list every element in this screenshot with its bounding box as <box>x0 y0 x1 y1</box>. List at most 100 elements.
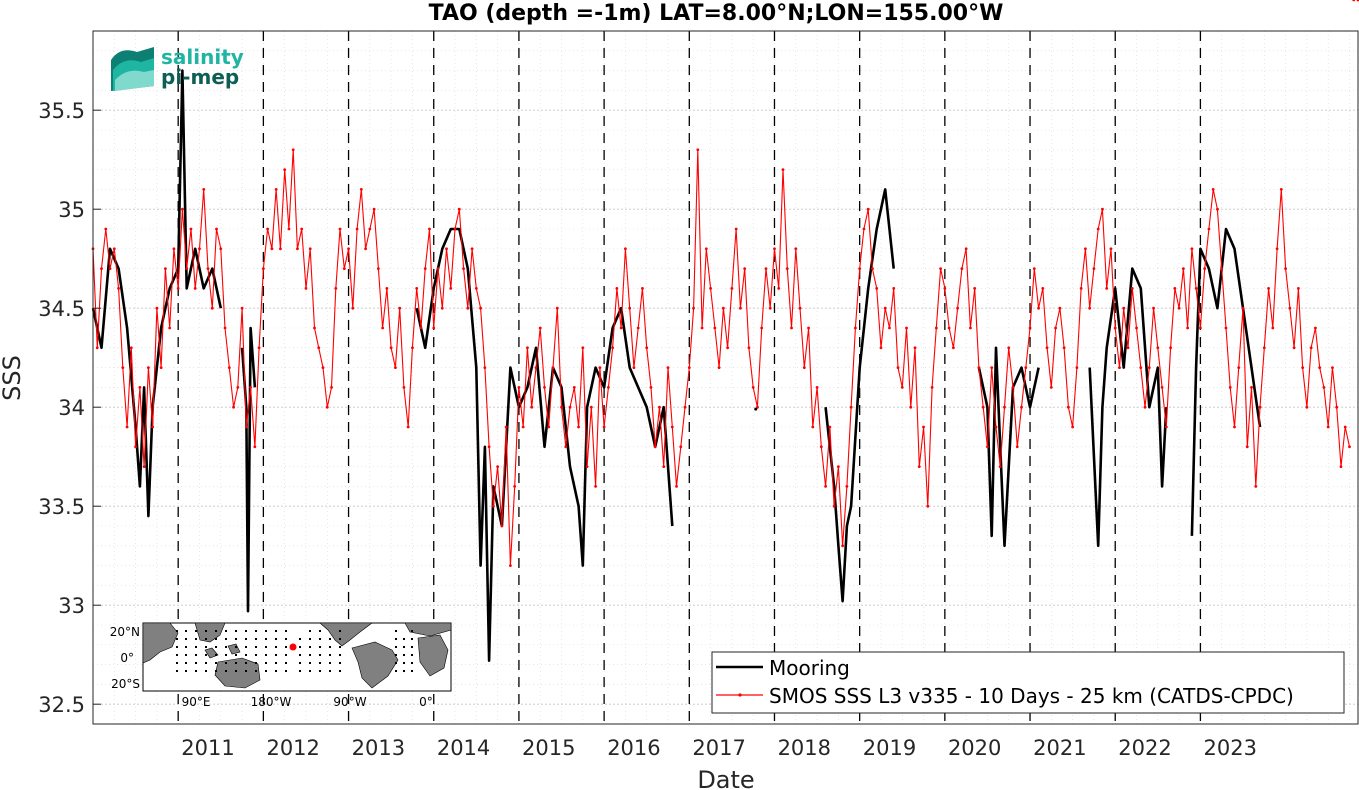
smos-point <box>1011 386 1015 389</box>
smos-point <box>811 425 815 429</box>
smos-point <box>283 168 287 172</box>
smos-point <box>1262 346 1266 350</box>
smos-point <box>721 306 725 310</box>
smos-point <box>836 465 840 468</box>
smos-point <box>560 405 563 409</box>
mooring-dot <box>309 654 311 656</box>
smos-point <box>1177 306 1181 310</box>
smos-point <box>1343 425 1347 429</box>
smos-point <box>440 306 444 310</box>
smos-point <box>462 267 465 270</box>
mooring-dot <box>255 654 257 656</box>
mooring-dot <box>329 662 331 664</box>
map-ocean <box>142 622 452 692</box>
mooring-dot <box>225 670 227 672</box>
smos-point <box>317 346 321 350</box>
smos-point <box>112 247 116 251</box>
smos-point <box>185 267 189 270</box>
smos-point <box>108 267 112 270</box>
y-tick-label: 35.5 <box>38 99 85 123</box>
mooring-dot <box>275 654 277 656</box>
x-tick-label: 2023 <box>1203 736 1256 760</box>
mooring-dot <box>411 646 413 648</box>
mooring-series-line <box>824 188 895 603</box>
y-axis-title: SSS <box>0 355 26 401</box>
smos-point <box>1169 346 1172 350</box>
mooring-dot <box>235 630 237 632</box>
smos-point <box>95 346 99 350</box>
smos-point <box>181 207 184 211</box>
smos-point <box>1356 0 1359 2</box>
mooring-dot <box>255 646 257 648</box>
smos-point <box>146 366 150 369</box>
smos-point <box>1318 366 1322 369</box>
x-tick-label: 2017 <box>692 736 745 760</box>
smos-point <box>964 247 968 251</box>
smos-point <box>794 247 798 251</box>
logo-line-2: pi-mep <box>161 65 239 89</box>
smos-point <box>1296 287 1300 290</box>
smos-point <box>1292 346 1296 350</box>
smos-point <box>926 504 930 508</box>
map-lat-label-south: 20°S <box>111 677 140 691</box>
mooring-dot <box>299 638 301 640</box>
smos-point <box>1254 485 1258 488</box>
smos-point <box>432 326 436 330</box>
smos-point <box>496 465 500 468</box>
mooring-dot <box>403 638 405 640</box>
mooring-dot <box>185 646 187 648</box>
smos-point <box>896 366 900 369</box>
smos-point <box>798 306 802 310</box>
mooring-dot <box>235 646 237 648</box>
mooring-dot <box>299 646 301 648</box>
smos-point <box>389 346 393 350</box>
smos-point <box>734 227 738 231</box>
smos-point <box>645 346 649 350</box>
year-divider-lines <box>177 31 1202 724</box>
smos-point <box>917 465 921 468</box>
mooring-dot <box>309 662 311 664</box>
smos-point <box>215 227 218 231</box>
map-land <box>142 622 452 689</box>
smos-point <box>683 405 687 409</box>
logo-line-1: salinity <box>161 45 244 69</box>
mooring-dot <box>299 670 301 672</box>
x-tick-label: 2014 <box>437 736 490 760</box>
smos-point <box>1143 405 1147 409</box>
smos-point <box>428 227 431 231</box>
smos-point <box>1241 306 1245 310</box>
smos-point <box>1339 465 1343 468</box>
smos-point <box>394 366 397 369</box>
mooring-dot <box>285 646 287 648</box>
smos-point <box>696 148 700 152</box>
mooring-dot <box>195 654 197 656</box>
smos-point <box>521 425 525 429</box>
mooring-dot <box>205 630 207 632</box>
smos-point <box>1084 247 1087 251</box>
mooring-dot <box>275 662 277 664</box>
smos-point <box>828 425 832 429</box>
mooring-dot <box>275 646 277 648</box>
smos-point <box>1322 386 1326 389</box>
smos-point <box>973 287 977 290</box>
smos-point <box>832 504 836 508</box>
smos-point <box>104 227 108 231</box>
smos-point <box>807 326 810 330</box>
mooring-dot <box>395 646 397 648</box>
smos-point <box>359 188 363 191</box>
smos-point <box>296 247 299 251</box>
mooring-dot <box>265 630 267 632</box>
smos-point <box>572 386 576 389</box>
smos-point <box>274 188 278 191</box>
smos-point <box>951 346 955 350</box>
smos-point <box>764 267 768 270</box>
smos-point <box>313 326 316 330</box>
mooring-dot <box>309 670 311 672</box>
mooring-dot <box>403 670 405 672</box>
smos-point <box>713 326 717 330</box>
mooring-dot <box>245 638 247 640</box>
smos-point <box>381 326 385 330</box>
mooring-dot <box>285 662 287 664</box>
smos-point <box>1258 405 1262 409</box>
smos-point <box>1156 346 1160 350</box>
